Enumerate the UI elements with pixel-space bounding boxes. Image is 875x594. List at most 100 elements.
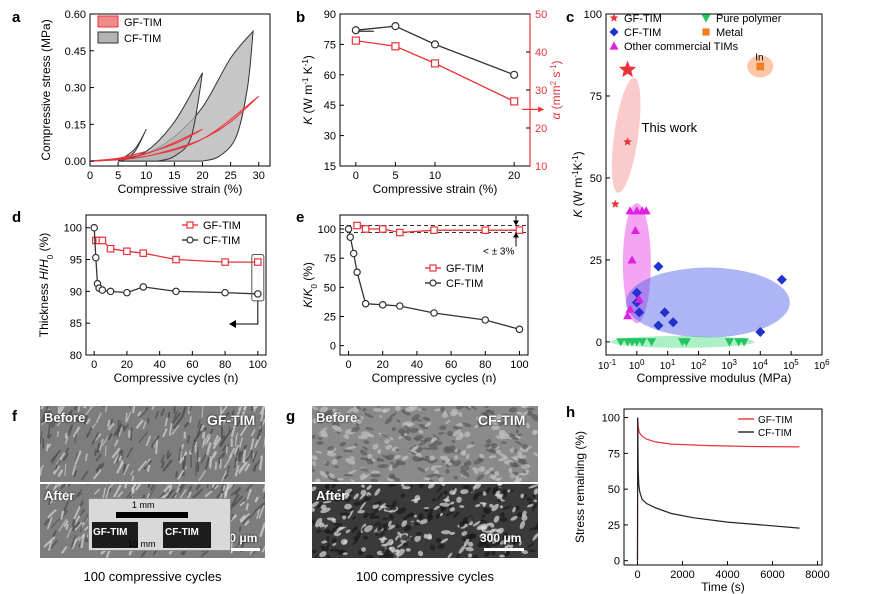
sem-texture-fiber — [60, 546, 68, 555]
sem-texture-grain — [527, 503, 534, 508]
sem-texture-grain — [481, 522, 491, 530]
sem-texture-grain — [413, 514, 418, 518]
sem-texture-grain — [496, 498, 501, 502]
sem-texture-fiber — [101, 435, 110, 447]
sem-texture-fiber — [242, 449, 247, 464]
sem-g-before-label: Before — [316, 410, 358, 425]
sem-texture-grain — [329, 548, 340, 552]
panel-d-xtick-label: 100 — [249, 359, 267, 371]
sem-texture-grain — [405, 536, 413, 543]
sem-texture-fiber — [69, 409, 73, 416]
sem-f-after-label: After — [44, 488, 75, 503]
sem-f-before-label: Before — [44, 410, 86, 425]
panel-d-point — [254, 290, 262, 298]
sem-texture-fiber — [250, 438, 255, 450]
sem-texture-fiber — [234, 487, 241, 496]
sem-texture-grain — [491, 425, 501, 430]
sem-texture-grain — [441, 460, 446, 463]
sem-texture-grain — [343, 474, 354, 477]
sem-texture-grain — [433, 505, 440, 510]
sem-texture-fiber — [138, 431, 149, 444]
sem-texture-fiber — [63, 520, 69, 528]
sem-texture-grain — [437, 544, 446, 549]
sem-texture-grain — [377, 449, 382, 455]
panel-a-letter: a — [12, 9, 21, 26]
sem-texture-fiber — [173, 410, 179, 420]
panel-d-point — [123, 288, 131, 297]
sem-texture-fiber — [209, 428, 214, 435]
panel-b-point-left — [351, 26, 360, 35]
panel-e-ytick-label: 25 — [324, 312, 336, 324]
panel-c-xtick-label: 102 — [691, 358, 707, 373]
sem-texture-grain — [316, 440, 324, 446]
sem-texture-fiber — [206, 436, 211, 444]
panel-b-xlabel: Compressive strain (%) — [373, 182, 498, 196]
sem-texture-fiber — [51, 530, 58, 538]
pure-polymer-point — [616, 338, 626, 347]
sem-texture-grain — [344, 503, 352, 510]
sem-texture-grain — [518, 472, 528, 476]
sem-texture-grain — [465, 515, 473, 525]
panel-c-plot-frame — [605, 13, 823, 356]
sem-g-before-texture — [312, 406, 538, 482]
sem-texture-fiber — [140, 549, 148, 558]
panel-a-ytick-label: 0.45 — [65, 46, 86, 58]
sem-texture-fiber — [139, 406, 149, 419]
sem-texture-fiber — [126, 411, 132, 422]
sem-texture-grain — [499, 554, 505, 558]
sem-texture-fiber — [228, 426, 231, 433]
sem-texture-grain — [320, 545, 326, 550]
sem-texture-grain — [370, 478, 379, 482]
sem-texture-grain — [429, 455, 436, 461]
inset-label-cf: CF-TIM — [165, 527, 199, 538]
sem-texture-fiber — [135, 419, 144, 430]
sem-texture-fiber — [152, 550, 157, 556]
sem-g-name-label: CF-TIM — [478, 412, 526, 428]
sem-texture-fiber — [111, 447, 121, 459]
metal-point — [756, 62, 765, 71]
sem-texture-grain — [396, 507, 406, 515]
panel-d-xtick-label: 40 — [154, 359, 166, 371]
sem-texture-grain — [495, 490, 501, 497]
sem-texture-grain — [529, 526, 538, 531]
sem-texture-fiber — [131, 406, 136, 414]
panel-e-point — [515, 325, 524, 334]
sem-texture-grain — [486, 533, 497, 536]
sem-texture-grain — [391, 427, 396, 432]
sem-texture-grain — [373, 501, 383, 505]
sem-texture-grain — [327, 489, 335, 494]
sem-texture-grain — [533, 488, 538, 495]
sem-texture-grain — [478, 466, 486, 473]
sem-texture-fiber — [137, 410, 142, 417]
sem-texture-grain — [313, 554, 319, 558]
sem-texture-grain — [458, 544, 466, 554]
sem-texture-grain — [440, 530, 451, 535]
sem-texture-grain — [506, 544, 511, 548]
panel-e-point — [515, 226, 524, 234]
cf-tim-point — [776, 274, 787, 285]
sem-texture-grain — [322, 500, 332, 504]
sem-g-after-texture — [312, 484, 538, 558]
panel-e-ytick-label: 50 — [324, 282, 336, 294]
sem-texture-grain — [404, 425, 410, 431]
sem-texture-grain — [378, 553, 389, 558]
sem-texture-grain — [430, 544, 436, 551]
sem-texture-fiber — [96, 442, 102, 453]
sem-texture-grain — [390, 461, 394, 465]
sem-texture-fiber — [178, 484, 182, 486]
sem-texture-grain — [389, 437, 394, 441]
sem-texture-grain — [373, 522, 381, 527]
sem-texture-grain — [424, 455, 434, 464]
sem-texture-grain — [499, 488, 507, 495]
sem-texture-grain — [319, 551, 327, 558]
sem-texture-grain — [463, 537, 470, 547]
sem-texture-grain — [316, 417, 324, 424]
sem-texture-fiber — [81, 470, 89, 481]
sem-texture-grain — [363, 440, 370, 445]
sem-texture-grain — [532, 494, 536, 499]
panel-b-ytick-label: 75 — [324, 39, 336, 51]
sem-texture-grain — [514, 474, 520, 481]
panel-d-point — [90, 223, 98, 232]
sem-texture-fiber — [51, 519, 59, 529]
sem-texture-fiber — [123, 424, 129, 432]
